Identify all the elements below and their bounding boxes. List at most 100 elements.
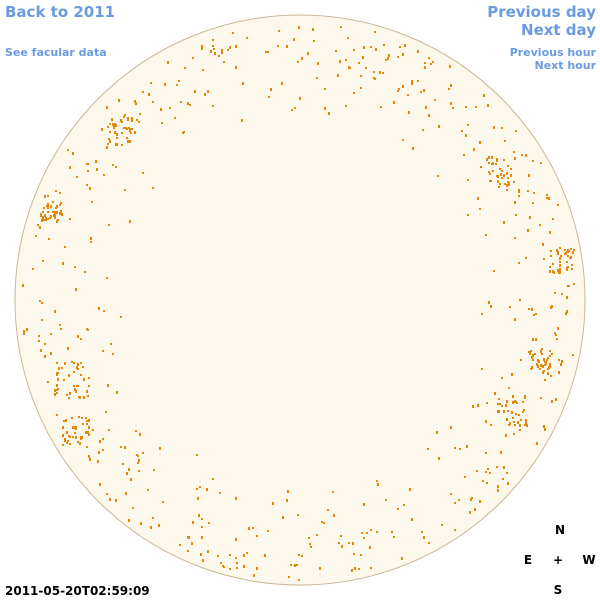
- facula: [64, 439, 66, 442]
- facula: [531, 366, 533, 369]
- facula: [42, 260, 44, 262]
- facula: [110, 343, 112, 345]
- facula: [498, 398, 500, 400]
- facula: [458, 499, 460, 501]
- facula: [370, 567, 372, 569]
- facula: [72, 436, 74, 438]
- facula: [566, 267, 568, 270]
- facula: [493, 126, 495, 129]
- facula: [103, 174, 105, 176]
- facula: [450, 84, 452, 87]
- facula: [264, 554, 266, 557]
- facula: [430, 63, 432, 65]
- facula: [72, 426, 74, 429]
- facula: [91, 201, 93, 203]
- facula: [176, 84, 178, 86]
- facula: [507, 482, 509, 485]
- facula: [77, 368, 79, 370]
- facula: [86, 446, 88, 448]
- facula: [497, 410, 499, 413]
- facula: [62, 444, 64, 446]
- facula: [341, 545, 343, 548]
- facula: [509, 422, 511, 425]
- facula: [130, 132, 132, 134]
- facula: [67, 347, 69, 350]
- facula: [485, 234, 487, 236]
- facula: [89, 187, 91, 190]
- facular-link[interactable]: See facular data: [5, 46, 107, 59]
- facula: [423, 536, 425, 539]
- facula: [56, 372, 58, 374]
- facula: [566, 269, 568, 271]
- facula: [236, 562, 238, 564]
- facula: [38, 340, 40, 342]
- facula: [66, 442, 68, 444]
- facula: [174, 117, 176, 119]
- facula: [222, 565, 224, 567]
- facula: [241, 119, 243, 122]
- facula: [187, 102, 189, 105]
- facula: [511, 411, 513, 413]
- facula: [454, 447, 456, 449]
- facula: [89, 458, 91, 461]
- facula: [503, 221, 505, 224]
- facula: [85, 417, 87, 419]
- facula: [192, 57, 194, 59]
- facula: [235, 557, 237, 559]
- facula: [545, 363, 547, 365]
- facula: [74, 388, 76, 391]
- facula: [511, 373, 513, 376]
- facula: [549, 355, 551, 357]
- facula: [488, 301, 490, 304]
- compass-east: E: [524, 553, 532, 567]
- facula: [252, 527, 254, 529]
- next-day-link[interactable]: Next day: [521, 21, 596, 39]
- facula: [549, 350, 551, 352]
- facula: [337, 74, 339, 77]
- facula: [539, 224, 541, 226]
- facula: [105, 411, 107, 413]
- facula: [551, 400, 553, 403]
- facula: [61, 367, 63, 369]
- facula: [178, 80, 180, 82]
- facula: [512, 395, 514, 398]
- facula: [534, 353, 536, 355]
- facula: [488, 156, 490, 159]
- facula: [515, 413, 517, 415]
- back-link[interactable]: Back to 2011: [5, 3, 115, 21]
- facula: [532, 338, 534, 341]
- facula: [121, 144, 123, 146]
- facula: [467, 179, 469, 181]
- facula: [88, 426, 90, 429]
- facula: [340, 26, 342, 28]
- facula: [524, 395, 526, 398]
- facula: [131, 119, 133, 122]
- facula: [417, 50, 419, 53]
- facula: [402, 139, 404, 141]
- facula: [570, 256, 572, 259]
- facula: [44, 355, 46, 358]
- facula: [187, 550, 189, 552]
- facula: [345, 105, 347, 107]
- facula: [278, 30, 280, 32]
- facula: [142, 452, 144, 454]
- facula: [75, 288, 77, 291]
- facula: [513, 433, 515, 435]
- facula: [96, 168, 98, 171]
- facula: [507, 181, 509, 183]
- facula: [499, 168, 501, 170]
- facula: [541, 348, 543, 350]
- facula: [213, 48, 215, 50]
- facula: [301, 555, 303, 557]
- next-hour-link[interactable]: Next hour: [535, 59, 597, 72]
- facula: [525, 419, 527, 421]
- previous-hour-link[interactable]: Previous hour: [510, 46, 597, 59]
- facula: [508, 184, 510, 186]
- previous-day-link[interactable]: Previous day: [487, 3, 596, 21]
- facula: [333, 514, 335, 517]
- facula: [503, 466, 505, 469]
- facula: [481, 313, 483, 315]
- facula: [345, 59, 347, 61]
- facula: [539, 368, 541, 370]
- facula: [487, 104, 489, 107]
